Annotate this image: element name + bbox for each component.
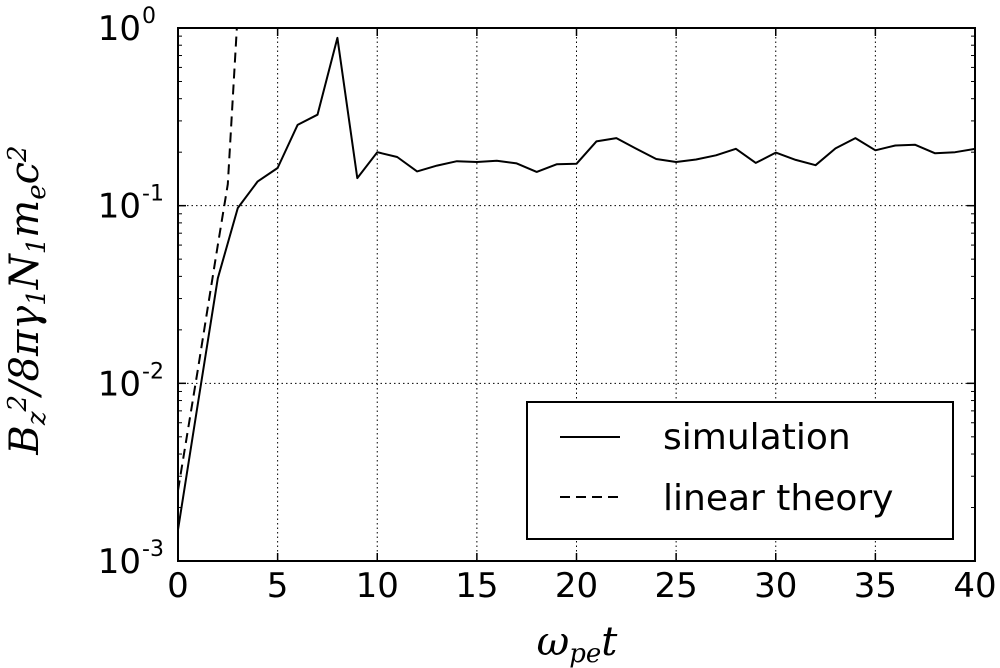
y-tick-label: 10 -2	[98, 359, 164, 404]
axis-label-part: pe	[569, 639, 601, 668]
series-linear-theory	[178, 28, 238, 491]
y-tick-label-base: 10	[98, 364, 141, 404]
legend-box	[526, 401, 954, 540]
grid	[178, 28, 975, 561]
x-tick-label: 10	[356, 566, 399, 606]
y-tick-label: 10 -3	[98, 537, 164, 582]
y-tick-label: 10 -1	[98, 182, 164, 227]
y-tick-label-exponent: -1	[142, 182, 164, 207]
series-group	[178, 28, 975, 530]
x-tick-label: 40	[953, 566, 996, 606]
axis-label-part: ω	[537, 619, 570, 665]
axis-label-part: z	[22, 411, 52, 426]
x-axis-ticks: 0 5 10 15 20 25 30 35 40	[167, 28, 997, 606]
y-tick-label: 10 0	[98, 4, 156, 49]
y-tick-label-base: 10	[98, 9, 141, 49]
axis-label-part: 1	[22, 289, 52, 306]
legend-linear-theory-label: linear theory	[663, 478, 893, 519]
axis-label-part: e	[22, 184, 52, 199]
x-tick-label: 20	[555, 566, 598, 606]
x-tick-label: 35	[854, 566, 897, 606]
axis-label-part: 1	[22, 238, 52, 255]
axis-label-part: N	[2, 252, 48, 290]
axis-label-part: t	[601, 619, 618, 665]
x-tick-label: 30	[754, 566, 797, 606]
legend: simulation linear theory	[526, 401, 954, 540]
legend-simulation-label: simulation	[663, 417, 851, 458]
axis-label-part: 2	[3, 395, 33, 413]
y-tick-label-base: 10	[98, 187, 141, 227]
x-tick-label: 5	[267, 566, 289, 606]
axis-label-part: m	[2, 200, 48, 238]
series-simulation	[178, 36, 975, 530]
axis-label-part: c	[2, 162, 48, 184]
x-axis-label: ωpet	[537, 619, 619, 668]
x-tick-label: 25	[654, 566, 697, 606]
axis-label-part: 2	[3, 145, 33, 163]
x-tick-label: 15	[455, 566, 498, 606]
y-tick-label-exponent: 0	[142, 4, 156, 29]
y-tick-label-exponent: -3	[142, 537, 164, 562]
y-tick-label-exponent: -2	[142, 359, 164, 384]
x-tick-label: 0	[167, 566, 189, 606]
y-axis-label: Bz2/8πγ1N1mec2	[2, 145, 52, 455]
axis-label-part: B	[2, 425, 48, 455]
y-tick-label-base: 10	[98, 542, 141, 582]
axis-label-part: /8πγ	[2, 306, 48, 399]
